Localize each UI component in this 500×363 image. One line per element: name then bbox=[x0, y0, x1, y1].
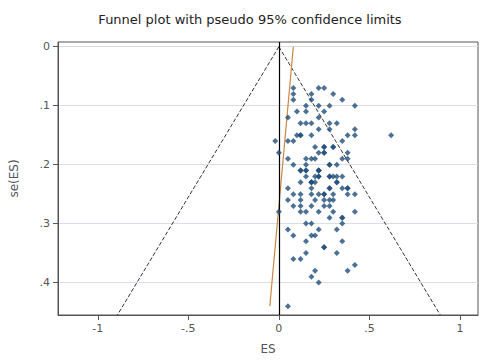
svg-text:.5: .5 bbox=[364, 322, 375, 335]
svg-text:Funnel plot with pseudo 95% co: Funnel plot with pseudo 95% confidence l… bbox=[98, 12, 402, 27]
svg-text:ES: ES bbox=[260, 342, 275, 356]
svg-text:se(ES): se(ES) bbox=[7, 159, 21, 197]
svg-text:0: 0 bbox=[275, 322, 282, 335]
svg-text:-1: -1 bbox=[92, 322, 103, 335]
svg-text:.4: .4 bbox=[40, 276, 51, 289]
svg-text:.1: .1 bbox=[40, 99, 51, 112]
svg-text:1: 1 bbox=[456, 322, 463, 335]
svg-text:.3: .3 bbox=[40, 217, 51, 230]
svg-text:-.5: -.5 bbox=[181, 322, 195, 335]
svg-text:0: 0 bbox=[43, 40, 50, 53]
svg-text:.2: .2 bbox=[40, 158, 51, 171]
